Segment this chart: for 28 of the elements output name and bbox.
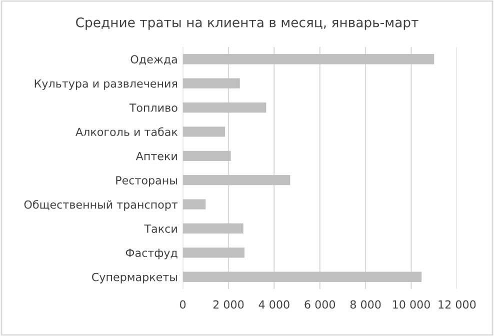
bar <box>182 199 206 210</box>
y-tick-label: Алкоголь и табак <box>76 127 178 136</box>
bar <box>182 150 231 161</box>
y-tick-label: Супермаркеты <box>92 272 177 284</box>
bar <box>182 102 266 113</box>
bar <box>182 175 290 186</box>
bar <box>182 248 244 258</box>
y-tick-label: Рестораны <box>116 176 177 187</box>
bar <box>182 272 422 282</box>
x-tick-label: 2 000 <box>213 300 244 309</box>
bar <box>182 223 244 234</box>
y-tick-label: Фастфуд <box>126 248 178 260</box>
chart-title: Средние траты на клиента в месяц, январь-март <box>76 17 418 30</box>
y-tick-label: Аптеки <box>136 152 177 160</box>
x-tick-label: 4 000 <box>258 300 290 309</box>
x-tick-label: 0 <box>180 300 186 309</box>
y-tick-label: Общественный транспорт <box>24 200 178 211</box>
x-tick-label: 8 000 <box>350 300 381 309</box>
bar <box>182 78 240 88</box>
x-tick-label: 12 000 <box>438 300 476 309</box>
y-tick-label: Такси <box>144 224 177 233</box>
y-tick-label: Топливо <box>129 104 178 112</box>
x-tick-label: 6 000 <box>304 300 336 309</box>
y-tick-label: Культура и развлечения <box>34 79 177 90</box>
x-tick-label: 10 000 <box>393 300 430 309</box>
y-tick-label: Одежда <box>130 55 177 65</box>
bar <box>182 54 434 64</box>
bar <box>182 126 226 137</box>
